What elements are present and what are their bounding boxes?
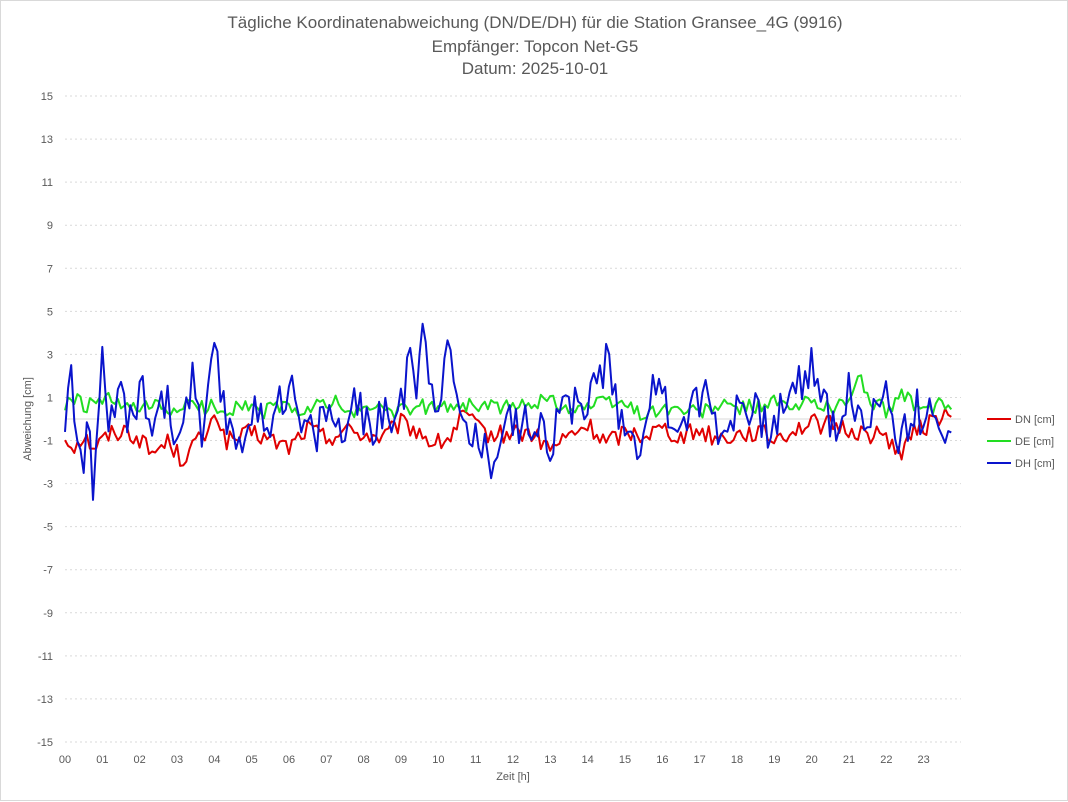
x-tick-label: 04 (208, 754, 220, 766)
y-tick-label: -5 (43, 522, 53, 534)
x-tick-label: 08 (358, 754, 370, 766)
x-tick-label: 14 (582, 754, 594, 766)
x-tick-label: 10 (432, 754, 444, 766)
chart-subtitle-receiver: Empfänger: Topcon Net-G5 (432, 37, 639, 56)
series-line-dn (64, 407, 952, 467)
x-tick-label: 22 (880, 754, 892, 766)
y-tick-label: 3 (47, 349, 53, 361)
y-tick-label: 11 (42, 177, 53, 189)
y-tick-label: 13 (41, 134, 53, 146)
x-tick-label: 16 (656, 754, 668, 766)
x-tick-label: 17 (694, 754, 706, 766)
legend-label: DN [cm] (1015, 414, 1055, 426)
chart-subtitle-date: Datum: 2025-10-01 (462, 59, 608, 78)
legend-label: DH [cm] (1015, 458, 1055, 470)
x-tick-label: 01 (96, 754, 108, 766)
x-tick-label: 00 (59, 754, 71, 766)
x-tick-label: 07 (320, 754, 332, 766)
y-tick-label: -1 (43, 436, 53, 448)
y-tick-label: 5 (47, 306, 53, 318)
series-line-de (64, 374, 953, 421)
chart-title-line-1: Tägliche Koordinatenabweichung (DN/DE/DH… (227, 13, 842, 32)
x-tick-label: 12 (507, 754, 519, 766)
chart-title: Tägliche Koordinatenabweichung (DN/DE/DH… (227, 13, 842, 78)
y-tick-label: 15 (41, 91, 53, 103)
series-lines (64, 322, 953, 501)
y-tick-label: 7 (47, 263, 53, 275)
y-tick-label: -13 (37, 694, 53, 706)
y-tick-label: -11 (38, 651, 53, 663)
x-tick-label: 06 (283, 754, 295, 766)
x-tick-label: 13 (544, 754, 556, 766)
x-axis-ticks: 00 01 02 03 04 05 06 07 08 09 10 11 12 13 14 15 16 17 18 19… (59, 754, 930, 766)
x-tick-label: 23 (918, 754, 930, 766)
x-tick-label: 20 (806, 754, 818, 766)
y-tick-label: -15 (37, 737, 53, 749)
x-axis-label: Zeit [h] (496, 771, 530, 783)
legend-label: DE [cm] (1015, 436, 1054, 448)
y-tick-label: 9 (47, 220, 53, 232)
x-tick-label: 05 (246, 754, 258, 766)
x-tick-label: 18 (731, 754, 743, 766)
x-tick-label: 15 (619, 754, 631, 766)
y-axis-label: Abweichung [cm] (22, 377, 34, 461)
series-line-dh (64, 322, 952, 501)
x-tick-label: 19 (768, 754, 780, 766)
y-tick-label: -7 (43, 565, 53, 577)
x-tick-label: 02 (134, 754, 146, 766)
x-tick-label: 09 (395, 754, 407, 766)
y-tick-label: -9 (43, 608, 53, 620)
x-tick-label: 11 (470, 754, 481, 766)
x-tick-label: 21 (843, 754, 855, 766)
y-axis-ticks: 15 13 11 9 7 5 3 1 -1 -3 -5 -7 -9 -11 -13 -15 (37, 91, 53, 749)
y-tick-label: -3 (43, 479, 53, 491)
legend: DN [cm] DE [cm] DH [cm] (987, 414, 1055, 470)
y-tick-label: 1 (47, 392, 53, 404)
x-tick-label: 03 (171, 754, 183, 766)
